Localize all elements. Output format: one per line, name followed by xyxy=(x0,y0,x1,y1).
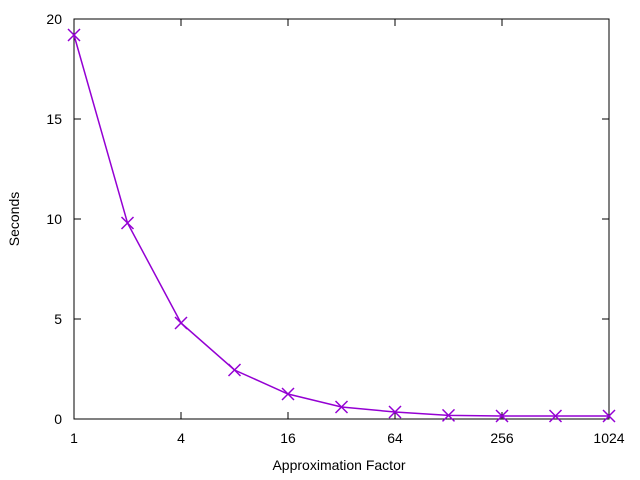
plot-frame xyxy=(73,18,610,420)
data-point-marker xyxy=(281,387,295,401)
data-point-marker xyxy=(388,405,402,419)
y-tick-label: 10 xyxy=(46,211,62,227)
data-point-marker xyxy=(441,408,456,422)
x-tick-label: 256 xyxy=(490,430,514,446)
y-axis-ticks: 0 5 10 15 20 xyxy=(46,11,609,427)
series-layer xyxy=(67,28,616,423)
x-tick-label: 16 xyxy=(280,430,296,446)
data-point-marker xyxy=(120,216,135,230)
y-tick-label: 0 xyxy=(54,411,62,427)
y-tick-label: 20 xyxy=(46,11,62,27)
x-axis-label: Approximation Factor xyxy=(272,457,405,473)
x-tick-label: 4 xyxy=(177,430,185,446)
data-point-marker xyxy=(67,28,81,42)
data-point-marker xyxy=(334,400,349,414)
data-point-marker xyxy=(495,409,509,423)
y-axis-label: Seconds xyxy=(6,192,22,246)
y-tick-label: 15 xyxy=(46,111,62,127)
data-point-marker xyxy=(227,363,242,377)
x-tick-label: 1024 xyxy=(593,430,624,446)
y-tick-label: 5 xyxy=(54,311,62,327)
data-point-marker xyxy=(602,409,616,423)
data-point-marker xyxy=(174,316,188,330)
x-axis-ticks: 1 4 16 64 256 1024 xyxy=(70,19,625,446)
x-tick-label: 64 xyxy=(387,430,403,446)
series-line xyxy=(73,34,609,417)
x-tick-label: 1 xyxy=(70,430,78,446)
data-point-marker xyxy=(548,409,563,423)
